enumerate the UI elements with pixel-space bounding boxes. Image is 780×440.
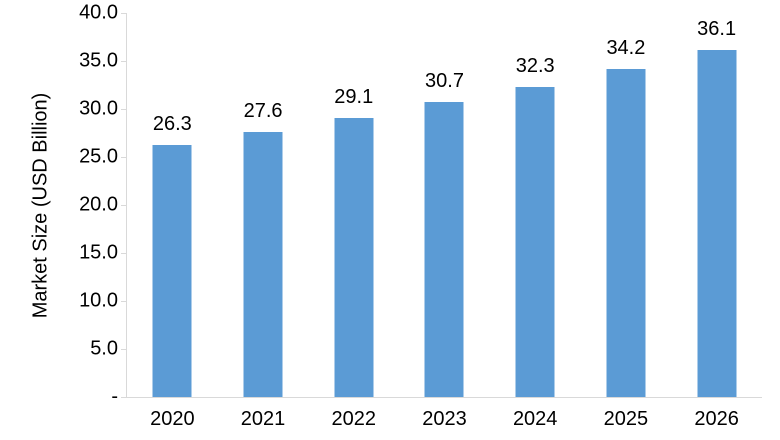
bar xyxy=(424,102,464,397)
y-tick-mark xyxy=(121,60,126,62)
x-tick-label: 2021 xyxy=(240,408,286,430)
y-tick-label: 25.0 xyxy=(79,145,118,168)
y-tick-label: 15.0 xyxy=(79,241,118,264)
y-tick-label: 40.0 xyxy=(79,1,118,24)
bar xyxy=(606,68,646,397)
y-tick-mark xyxy=(121,300,126,302)
y-tick-mark xyxy=(121,252,126,254)
bar-slot: 34.2 2025 xyxy=(581,13,672,430)
bar-value-label: 30.7 xyxy=(425,70,464,93)
y-tick-mark xyxy=(121,12,126,14)
bar-slot: 36.1 2026 xyxy=(671,13,762,430)
y-tick-mark xyxy=(121,348,126,350)
bar-slot: 27.6 2021 xyxy=(218,13,309,430)
bar-slot: 32.3 2024 xyxy=(490,13,581,430)
x-tick-label: 2025 xyxy=(603,408,649,430)
x-tick-label: 2026 xyxy=(694,408,739,430)
bar xyxy=(515,86,555,397)
y-tick-mark xyxy=(121,108,126,110)
y-tick-mark xyxy=(121,156,126,158)
y-tick-label: 10.0 xyxy=(79,289,118,312)
plot-area: - 5.0 10.0 15.0 20.0 25.0 30.0 35.0 40.0 26.3 2020… xyxy=(79,2,762,430)
bar xyxy=(243,132,283,397)
bar-value-label: 29.1 xyxy=(334,85,374,108)
bar-value-label: 27.6 xyxy=(243,100,283,123)
y-tick-label: 30.0 xyxy=(79,97,118,120)
y-tick-label: 5.0 xyxy=(90,337,118,360)
x-tick-label: 2024 xyxy=(512,408,558,430)
y-tick-mark xyxy=(121,204,126,206)
y-axis-title-text: Market Size (USD Billion) xyxy=(29,92,52,319)
bar-slot: 26.3 2020 xyxy=(127,13,218,430)
y-tick-mark xyxy=(121,396,126,398)
bar xyxy=(697,50,737,397)
bar xyxy=(152,144,192,397)
bar-value-label: 32.3 xyxy=(515,54,555,77)
x-tick-label: 2023 xyxy=(422,408,467,430)
x-tick-label: 2020 xyxy=(150,408,195,430)
bar-value-label: 26.3 xyxy=(152,112,192,135)
y-axis-title: Market Size (USD Billion) xyxy=(28,13,54,398)
x-tick-label: 2022 xyxy=(331,408,377,430)
bar-slot: 29.1 2022 xyxy=(308,13,399,430)
y-tick-label: 35.0 xyxy=(79,49,118,72)
bar xyxy=(334,117,374,397)
bar-value-label: 34.2 xyxy=(606,36,646,59)
y-tick-label: - xyxy=(111,385,118,408)
bar-value-label: 36.1 xyxy=(697,18,737,41)
y-tick-label: 20.0 xyxy=(79,193,118,216)
bar-slot: 30.7 2023 xyxy=(399,13,490,430)
